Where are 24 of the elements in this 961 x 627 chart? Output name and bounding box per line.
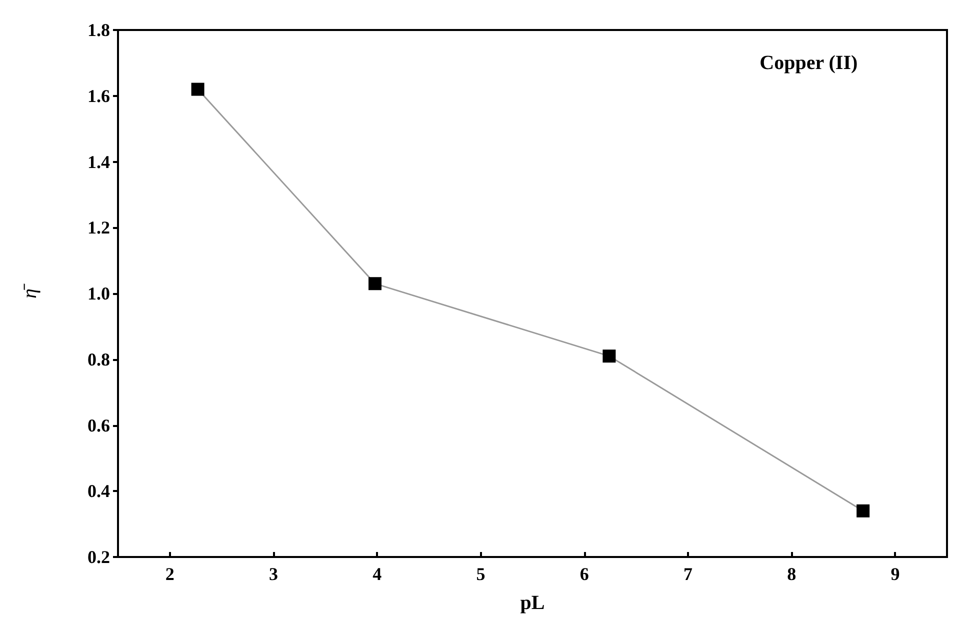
x-tick-label: 9 xyxy=(890,564,900,584)
point xyxy=(602,350,616,363)
y-axis-title: η̄ xyxy=(19,284,41,298)
y-tick-label: 0.2 xyxy=(88,547,110,567)
y-tick-label: 0.4 xyxy=(88,481,110,502)
x-tick-label: 4 xyxy=(372,564,382,584)
y-tick-label: 1.4 xyxy=(88,152,110,172)
y-tick-label: 0.6 xyxy=(88,415,110,436)
point xyxy=(368,277,382,290)
x-tick-label: 7 xyxy=(683,564,692,584)
y-tick-label: 0.8 xyxy=(88,349,110,370)
y-tick-label: 1.8 xyxy=(88,20,110,40)
x-tick-label: 3 xyxy=(268,564,278,584)
y-tick-label: 1.0 xyxy=(88,284,110,304)
point xyxy=(191,82,204,96)
y-tick-label: 1.6 xyxy=(88,86,110,106)
x-tick-label: 5 xyxy=(476,564,486,584)
y-tick-label: 1.2 xyxy=(88,218,110,238)
x-tick-label: 8 xyxy=(787,564,796,584)
annotation: Copper (II) xyxy=(760,52,858,74)
point xyxy=(856,504,870,518)
x-tick-label: 2 xyxy=(165,564,174,584)
x-axis-title: pL xyxy=(520,592,545,614)
x-tick-label: 6 xyxy=(580,564,589,584)
